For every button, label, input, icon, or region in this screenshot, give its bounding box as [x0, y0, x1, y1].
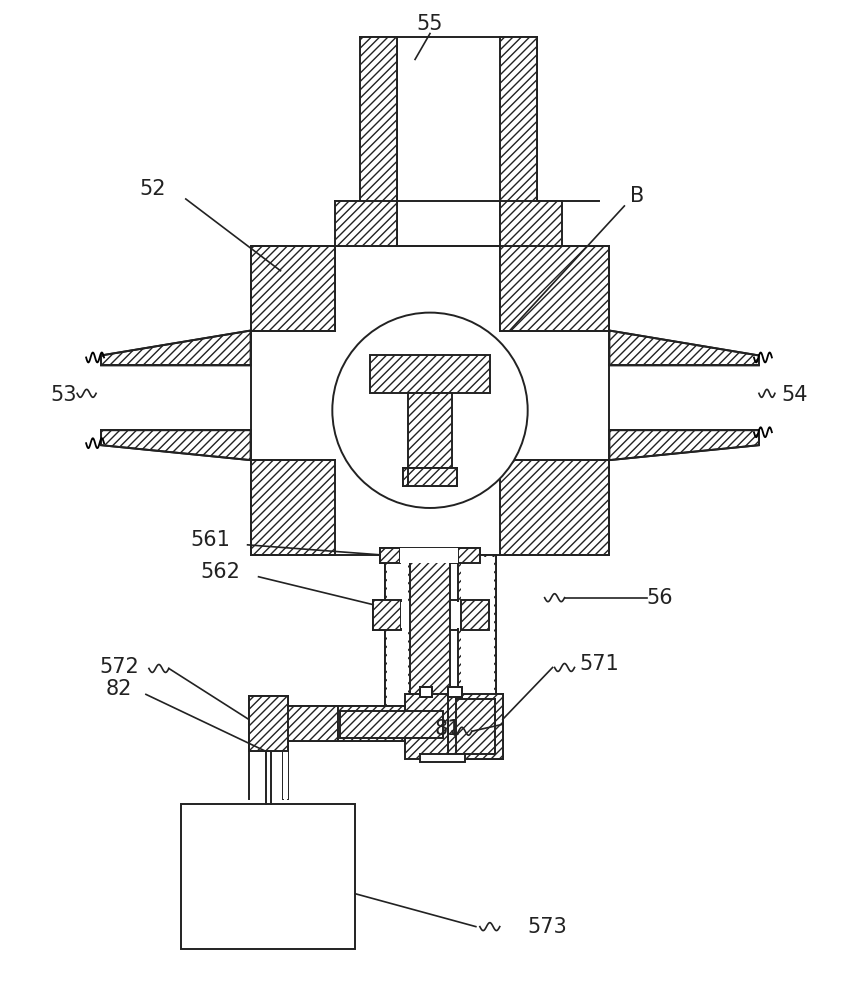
- Bar: [420, 687, 432, 697]
- Bar: [251, 246, 335, 331]
- Bar: [340, 711, 443, 738]
- Text: 54: 54: [782, 385, 808, 405]
- Bar: [410, 555, 450, 719]
- Bar: [400, 548, 458, 563]
- Bar: [360, 37, 397, 241]
- Bar: [403, 468, 457, 486]
- Polygon shape: [500, 246, 609, 331]
- Text: 82: 82: [106, 679, 132, 699]
- Bar: [500, 246, 609, 331]
- Polygon shape: [101, 331, 251, 365]
- Polygon shape: [609, 430, 759, 460]
- Text: 81: 81: [435, 719, 461, 739]
- Text: B: B: [631, 186, 644, 206]
- Bar: [403, 468, 457, 486]
- Bar: [448, 687, 462, 697]
- Polygon shape: [251, 246, 335, 331]
- Text: 573: 573: [527, 917, 568, 937]
- Bar: [387, 557, 408, 717]
- Text: 562: 562: [201, 562, 241, 582]
- Text: 572: 572: [99, 657, 139, 677]
- Bar: [461, 557, 494, 717]
- Bar: [251, 460, 335, 555]
- Bar: [283, 751, 289, 799]
- Circle shape: [332, 313, 527, 508]
- Text: 55: 55: [417, 14, 443, 34]
- Bar: [500, 37, 537, 241]
- Bar: [420, 754, 465, 762]
- Bar: [408, 393, 452, 473]
- Text: 56: 56: [646, 588, 673, 608]
- Bar: [370, 355, 490, 393]
- Text: 52: 52: [140, 179, 166, 199]
- Text: 53: 53: [50, 385, 76, 405]
- Bar: [401, 602, 460, 628]
- Bar: [248, 696, 289, 751]
- Bar: [283, 706, 338, 741]
- Text: 571: 571: [580, 654, 619, 674]
- Bar: [458, 548, 480, 563]
- Bar: [340, 708, 446, 739]
- Polygon shape: [609, 331, 759, 365]
- Text: 561: 561: [191, 530, 231, 550]
- Bar: [338, 706, 405, 741]
- Bar: [335, 201, 397, 246]
- Bar: [448, 694, 503, 759]
- Bar: [458, 555, 496, 719]
- Bar: [373, 600, 401, 630]
- Bar: [385, 555, 423, 719]
- Bar: [461, 600, 489, 630]
- Bar: [405, 694, 448, 759]
- Bar: [500, 201, 562, 246]
- Bar: [180, 804, 356, 949]
- Bar: [381, 548, 400, 563]
- Bar: [500, 460, 609, 555]
- Polygon shape: [101, 430, 251, 460]
